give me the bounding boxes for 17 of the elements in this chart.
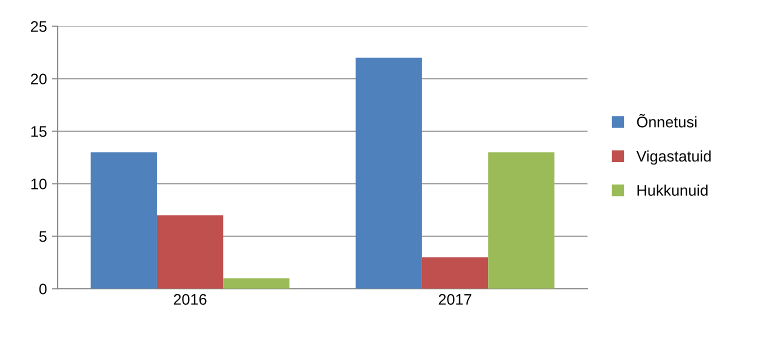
bar bbox=[90, 152, 157, 289]
y-tick-label: 15 bbox=[31, 126, 47, 137]
y-tick-label: 20 bbox=[30, 74, 47, 84]
bar bbox=[356, 58, 422, 289]
legend-label: Vigastatuid bbox=[636, 150, 711, 165]
bar bbox=[156, 215, 224, 289]
x-tick-label: 2017 bbox=[438, 294, 472, 305]
y-tick-label: 5 bbox=[39, 231, 47, 242]
bar bbox=[488, 152, 554, 289]
bar bbox=[223, 278, 290, 289]
bar bbox=[422, 257, 488, 289]
y-tick-label: 10 bbox=[31, 178, 47, 190]
legend-label: Õnnetusi bbox=[637, 114, 696, 128]
legend-label: Hukkunuid bbox=[638, 184, 708, 196]
x-tick-label: 2016 bbox=[174, 294, 206, 305]
y-tick-label: 25 bbox=[30, 21, 47, 32]
y-tick-label: 0 bbox=[39, 284, 47, 294]
